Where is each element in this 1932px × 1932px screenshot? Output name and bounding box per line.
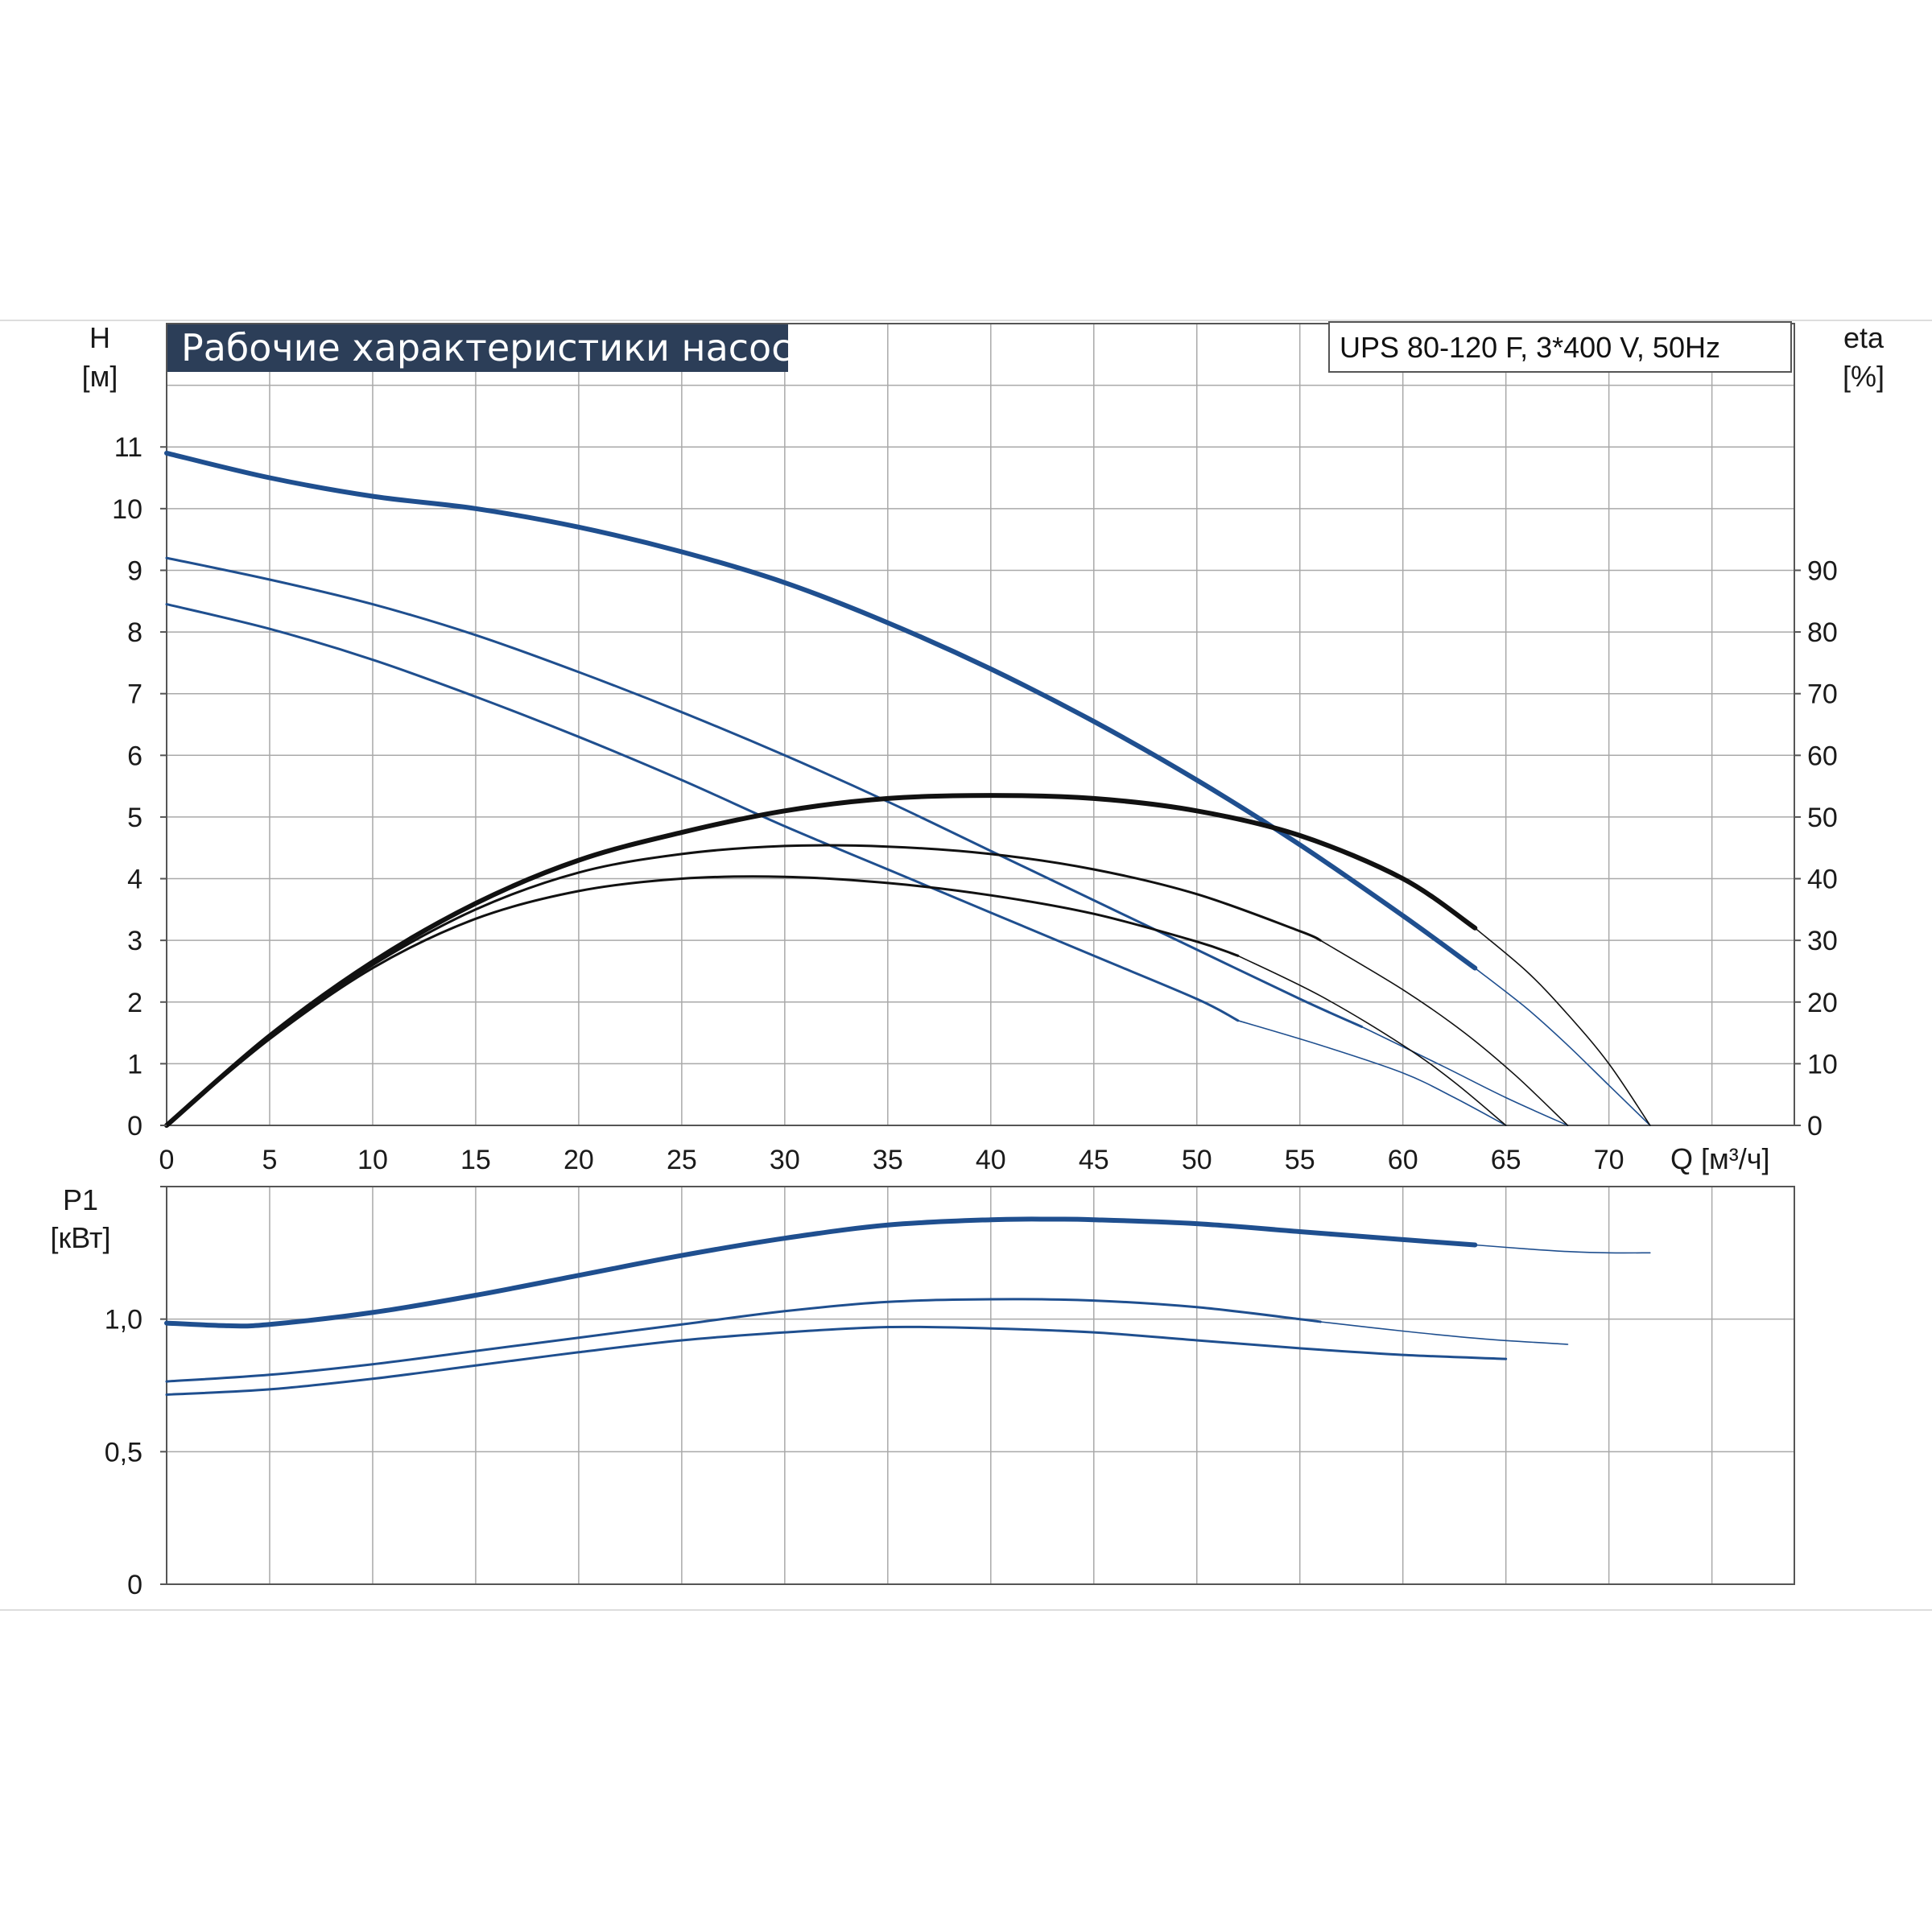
head-efficiency-panel: 0 5 10 15 20 25 30 35 40 45 50 55 60 65 70012345678910…: [82, 321, 1885, 1175]
head-grid: [167, 324, 1794, 1125]
efficiency-axis-unit: [%]: [1843, 360, 1885, 393]
power-tick-label: 0,5: [105, 1437, 142, 1468]
flow-tick-label: 50: [1182, 1145, 1212, 1175]
flow-tick-label: 10: [357, 1145, 388, 1175]
efficiency-axis-symbol: eta: [1843, 321, 1885, 354]
head-efficiency-curves: [164, 450, 1651, 1128]
flow-tick-label: 25: [667, 1145, 697, 1175]
flow-tick-label: 0: [159, 1145, 175, 1175]
flow-tick-label: 55: [1285, 1145, 1315, 1175]
power-panel: 0 0,5 1,0 P1 [кВт]: [50, 1183, 1795, 1600]
efficiency-tick-label: 60: [1807, 741, 1838, 771]
power-axis-symbol: P1: [63, 1183, 98, 1216]
head-tick-label: 5: [127, 803, 142, 833]
power-tick-labels: 0 0,5 1,0: [105, 1186, 167, 1600]
flow-tick-label: 30: [770, 1145, 800, 1175]
efficiency-tick-label: 80: [1807, 617, 1838, 648]
flow-tick-label: 70: [1594, 1145, 1624, 1175]
head-tick-label: 1: [127, 1049, 142, 1080]
model-label: UPS 80-120 F, 3*400 V, 50Hz: [1340, 331, 1720, 364]
head-tick-label: 0: [127, 1111, 142, 1141]
head-tick-labels: 0 5 10 15 20 25 30 35 40 45 50 55 60 65 70012345678910…: [112, 432, 1838, 1175]
power-curves: [164, 1216, 1651, 1396]
efficiency-curve-extension: [1474, 927, 1651, 1126]
chart-title-box: [167, 324, 788, 372]
chart-title: Рабочие характеристики насоса: [181, 326, 815, 369]
head-curve-extension: [1360, 1026, 1569, 1126]
flow-tick-label: 65: [1491, 1145, 1521, 1175]
head-tick-label: 7: [127, 679, 142, 710]
efficiency-tick-label: 40: [1807, 865, 1838, 895]
power-tick-label: 1,0: [105, 1305, 142, 1335]
flow-tick-label: 60: [1388, 1145, 1418, 1175]
power-tick-label: 0: [127, 1570, 142, 1600]
head-curve-extension: [1474, 967, 1651, 1126]
power-plot-frame: [166, 1186, 1795, 1585]
flow-tick-label: 45: [1079, 1145, 1109, 1175]
flow-tick-label: 5: [262, 1145, 278, 1175]
efficiency-curve: [165, 844, 1322, 1127]
power-curve: [165, 1298, 1322, 1383]
power-curve: [164, 1216, 1478, 1329]
head-plot-frame: [166, 323, 1795, 1126]
head-curve: [164, 450, 1478, 971]
power-curve-extension: [1319, 1321, 1569, 1345]
efficiency-tick-label: 90: [1807, 555, 1838, 586]
head-curve-extension: [1237, 1020, 1507, 1126]
efficiency-tick-label: 0: [1807, 1111, 1823, 1141]
head-tick-label: 6: [127, 741, 142, 771]
flow-tick-label: 15: [460, 1145, 491, 1175]
flow-tick-label: 40: [976, 1145, 1006, 1175]
flow-tick-label: 35: [873, 1145, 903, 1175]
head-tick-label: 3: [127, 926, 142, 956]
head-tick-label: 2: [127, 988, 142, 1018]
efficiency-curve: [165, 875, 1240, 1127]
head-curve: [165, 603, 1240, 1022]
head-tick-label: 4: [127, 865, 142, 895]
efficiency-tick-label: 70: [1807, 679, 1838, 710]
head-curve: [165, 556, 1363, 1028]
power-grid: [167, 1187, 1794, 1584]
head-axis-unit: [м]: [82, 360, 118, 393]
head-tick-label: 8: [127, 617, 142, 648]
efficiency-tick-label: 30: [1807, 926, 1838, 956]
efficiency-curve-extension: [1319, 939, 1569, 1126]
head-axis-symbol: H: [89, 321, 110, 354]
flow-axis-label: Q [м³/ч]: [1670, 1142, 1770, 1175]
head-tick-label: 11: [114, 432, 142, 463]
efficiency-tick-label: 20: [1807, 988, 1838, 1018]
efficiency-tick-label: 10: [1807, 1049, 1838, 1080]
power-curve: [165, 1325, 1508, 1396]
model-label-box: [1328, 321, 1792, 373]
power-curve-extension: [1474, 1244, 1651, 1254]
power-axis-unit: [кВт]: [50, 1221, 110, 1254]
efficiency-curve: [164, 793, 1478, 1128]
head-tick-label: 9: [127, 555, 142, 586]
efficiency-curve-extension: [1237, 955, 1507, 1126]
efficiency-tick-label: 50: [1807, 803, 1838, 833]
flow-tick-label: 20: [564, 1145, 594, 1175]
head-tick-label: 10: [112, 494, 142, 525]
